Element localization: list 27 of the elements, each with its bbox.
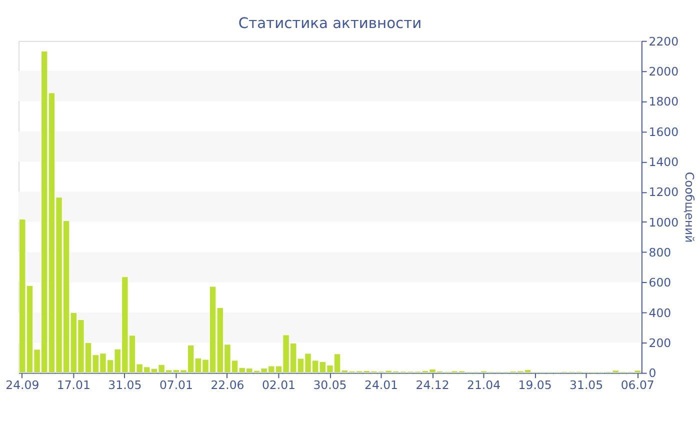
x-tick-label: 17.01 bbox=[56, 378, 90, 392]
y-tick-label: 2000 bbox=[648, 64, 679, 78]
y-tick-label: 1800 bbox=[648, 94, 679, 109]
x-tick-label: 06.07 bbox=[620, 378, 654, 392]
chart-title: Статистика активности bbox=[238, 15, 422, 32]
y-tick-label: 800 bbox=[648, 245, 672, 260]
y-axis-title: Сообщений bbox=[682, 172, 696, 243]
y-tick-label: 400 bbox=[648, 306, 672, 320]
x-tick-label: 30.05 bbox=[313, 378, 347, 392]
y-tick-label: 0 bbox=[648, 366, 656, 380]
x-tick-label: 02.01 bbox=[262, 378, 296, 392]
y-tick-label: 600 bbox=[648, 276, 672, 290]
x-tick-label: 31.05 bbox=[570, 378, 604, 392]
y-tick-label: 1200 bbox=[648, 185, 679, 200]
x-tick-label: 31.05 bbox=[108, 378, 142, 392]
x-tick-label: 07.01 bbox=[159, 378, 193, 392]
x-tick-label: 24.12 bbox=[416, 378, 450, 392]
x-tick-label: 19.05 bbox=[518, 378, 552, 392]
x-tick-label: 21.04 bbox=[467, 378, 501, 392]
y-tick-label: 200 bbox=[648, 336, 672, 350]
x-tick-label: 22.06 bbox=[210, 378, 244, 392]
y-tick-label: 1400 bbox=[648, 154, 679, 169]
x-tick-label: 24.09 bbox=[6, 378, 40, 392]
x-tick-label: 24.01 bbox=[364, 378, 398, 392]
y-tick-label: 1000 bbox=[648, 215, 679, 230]
y-tick-label: 2200 bbox=[648, 34, 679, 48]
y-tick-label: 1600 bbox=[648, 124, 679, 139]
